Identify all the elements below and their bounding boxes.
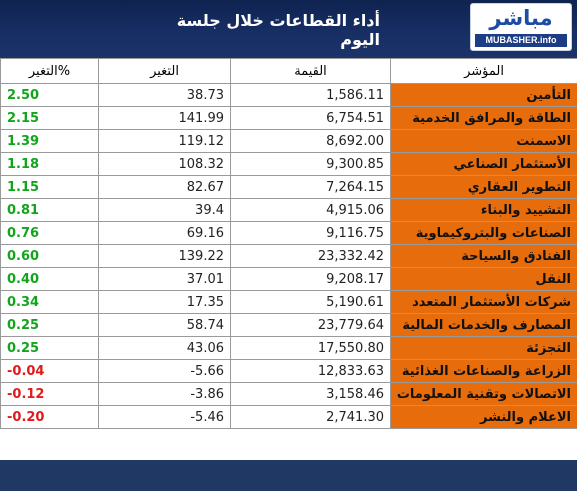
table-row: 2.50 38.73 1,586.11 التأمين — [0, 83, 577, 107]
change-pct-cell: 0.34 — [0, 290, 99, 314]
change-cell: 141.99 — [98, 106, 231, 130]
change-cell: 119.12 — [98, 129, 231, 153]
footer-bar — [0, 460, 577, 491]
value-cell: 23,779.64 — [230, 313, 391, 337]
change-cell: 37.01 — [98, 267, 231, 291]
index-name-cell: الفنادق والسياحة — [390, 244, 577, 268]
table-row: 0.60 139.22 23,332.42 الفنادق والسياحة — [0, 244, 577, 268]
index-name-cell: المصارف والخدمات المالية — [390, 313, 577, 337]
header-change-pct: التغير% — [0, 58, 99, 84]
table-row: -0.20 -5.46 2,741.30 الاعلام والنشر — [0, 405, 577, 429]
value-cell: 23,332.42 — [230, 244, 391, 268]
value-cell: 6,754.51 — [230, 106, 391, 130]
logo-subtitle: MUBASHER.info — [475, 34, 567, 47]
index-name-cell: التشييد والبناء — [390, 198, 577, 222]
change-cell: 82.67 — [98, 175, 231, 199]
change-cell: 17.35 — [98, 290, 231, 314]
change-pct-cell: 1.39 — [0, 129, 99, 153]
page-title: أداء القطاعات خلال جلسة اليوم — [176, 11, 380, 49]
change-pct-cell: -0.20 — [0, 405, 99, 429]
table-row: 1.18 108.32 9,300.85 الأستثمار الصناعي — [0, 152, 577, 176]
header-value: القيمة — [230, 58, 391, 84]
index-name-cell: الاسمنت — [390, 129, 577, 153]
table-row: 0.81 39.4 4,915.06 التشييد والبناء — [0, 198, 577, 222]
value-cell: 5,190.61 — [230, 290, 391, 314]
change-pct-cell: 0.40 — [0, 267, 99, 291]
index-name-cell: النقل — [390, 267, 577, 291]
change-pct-cell: 0.60 — [0, 244, 99, 268]
sector-performance-table-wrap: التغير% التغير القيمة المؤشر 2.50 38.73 1,… — [0, 58, 577, 460]
change-cell: -5.46 — [98, 405, 231, 429]
change-pct-cell: -0.12 — [0, 382, 99, 406]
header-index: المؤشر — [390, 58, 577, 84]
table-row: 1.15 82.67 7,264.15 التطوير العقاري — [0, 175, 577, 199]
change-cell: 43.06 — [98, 336, 231, 360]
change-cell: 58.74 — [98, 313, 231, 337]
index-name-cell: الاعلام والنشر — [390, 405, 577, 429]
index-name-cell: الصناعات والبتروكيماوية — [390, 221, 577, 245]
value-cell: 8,692.00 — [230, 129, 391, 153]
table-row: 1.39 119.12 8,692.00 الاسمنت — [0, 129, 577, 153]
table-header-row: التغير% التغير القيمة المؤشر — [0, 58, 577, 84]
change-pct-cell: 0.76 — [0, 221, 99, 245]
table-row: 0.25 43.06 17,550.80 التجزئة — [0, 336, 577, 360]
header-change: التغير — [98, 58, 231, 84]
value-cell: 2,741.30 — [230, 405, 391, 429]
value-cell: 1,586.11 — [230, 83, 391, 107]
index-name-cell: الزراعة والصناعات الغذائية — [390, 359, 577, 383]
value-cell: 3,158.46 — [230, 382, 391, 406]
index-name-cell: الاتصالات وتقنية المعلومات — [390, 382, 577, 406]
change-pct-cell: 0.81 — [0, 198, 99, 222]
value-cell: 9,116.75 — [230, 221, 391, 245]
change-cell: -3.86 — [98, 382, 231, 406]
value-cell: 7,264.15 — [230, 175, 391, 199]
value-cell: 4,915.06 — [230, 198, 391, 222]
index-name-cell: شركات الأستثمار المتعدد — [390, 290, 577, 314]
change-pct-cell: 2.50 — [0, 83, 99, 107]
index-name-cell: التجزئة — [390, 336, 577, 360]
change-pct-cell: 1.15 — [0, 175, 99, 199]
table-row: 0.76 69.16 9,116.75 الصناعات والبتروكيماوية — [0, 221, 577, 245]
change-cell: 139.22 — [98, 244, 231, 268]
change-pct-cell: 0.25 — [0, 336, 99, 360]
change-cell: 69.16 — [98, 221, 231, 245]
change-pct-cell: -0.04 — [0, 359, 99, 383]
table-row: -0.12 -3.86 3,158.46 الاتصالات وتقنية المعل… — [0, 382, 577, 406]
change-pct-cell: 2.15 — [0, 106, 99, 130]
change-cell: 38.73 — [98, 83, 231, 107]
index-name-cell: التطوير العقاري — [390, 175, 577, 199]
index-name-cell: الأستثمار الصناعي — [390, 152, 577, 176]
index-name-cell: التأمين — [390, 83, 577, 107]
table-row: 0.34 17.35 5,190.61 شركات الأستثمار المتعدد — [0, 290, 577, 314]
index-name-cell: الطاقة والمرافق الخدمية — [390, 106, 577, 130]
sector-performance-table: التغير% التغير القيمة المؤشر 2.50 38.73 1,… — [0, 58, 577, 429]
change-pct-cell: 0.25 — [0, 313, 99, 337]
table-row: 0.25 58.74 23,779.64 المصارف والخدمات المال… — [0, 313, 577, 337]
change-cell: -5.66 — [98, 359, 231, 383]
table-row: 0.40 37.01 9,208.17 النقل — [0, 267, 577, 291]
change-cell: 39.4 — [98, 198, 231, 222]
header-bar: أداء القطاعات خلال جلسة اليوم مباشر MUBA… — [0, 0, 577, 58]
value-cell: 17,550.80 — [230, 336, 391, 360]
value-cell: 9,208.17 — [230, 267, 391, 291]
table-row: 2.15 141.99 6,754.51 الطاقة والمرافق الخدمي… — [0, 106, 577, 130]
change-pct-cell: 1.18 — [0, 152, 99, 176]
table-row: -0.04 -5.66 12,833.63 الزراعة والصناعات الغ… — [0, 359, 577, 383]
mubasher-logo: مباشر MUBASHER.info — [470, 3, 572, 51]
change-cell: 108.32 — [98, 152, 231, 176]
value-cell: 9,300.85 — [230, 152, 391, 176]
logo-wordmark: مباشر — [489, 6, 553, 30]
value-cell: 12,833.63 — [230, 359, 391, 383]
